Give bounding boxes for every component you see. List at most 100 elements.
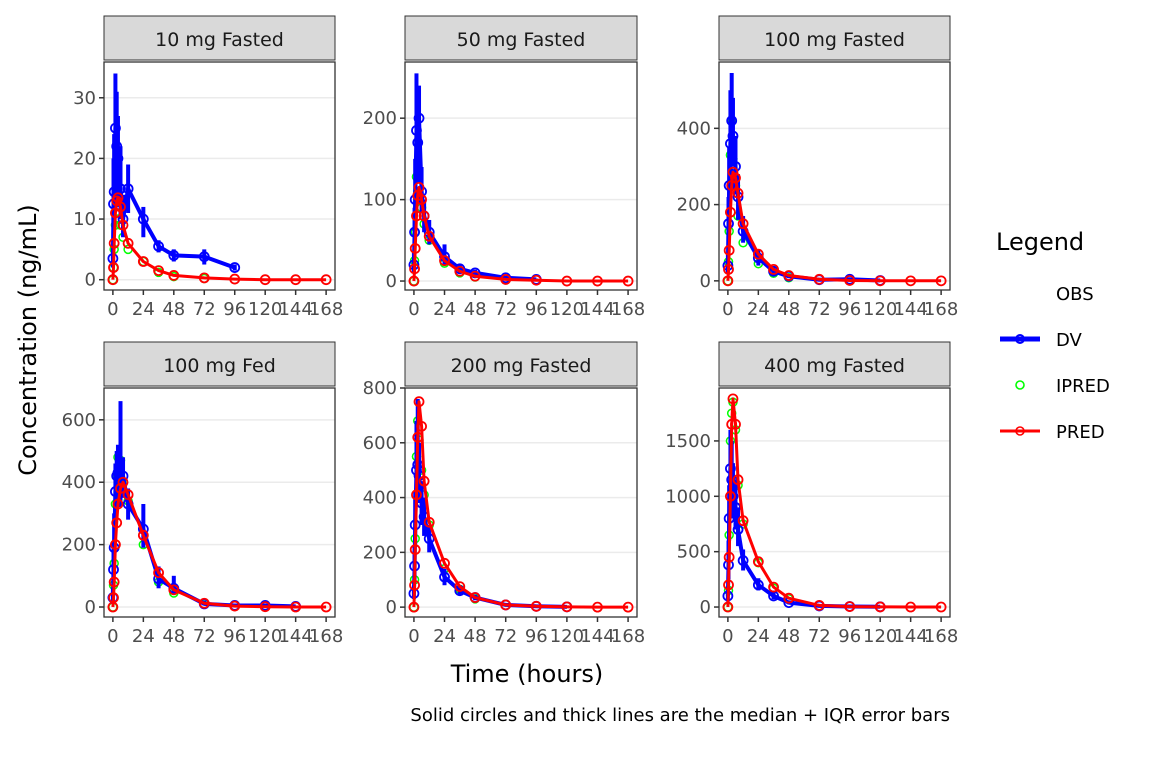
x-tick-label: 144 [893, 299, 927, 320]
pred-point [813, 599, 825, 611]
pred-point [722, 601, 734, 613]
data-layer [107, 401, 332, 613]
x-tick-label: 120 [550, 626, 584, 647]
x-tick-label: 144 [893, 626, 927, 647]
pred-point [229, 600, 241, 612]
pred-line [111, 480, 327, 609]
x-tick-label: 120 [863, 299, 897, 320]
panel-border [718, 61, 951, 291]
pred-point [454, 265, 466, 277]
y-tick-label: 400 [62, 472, 96, 493]
x-tick-label: 48 [162, 626, 185, 647]
strip-label: 50 mg Fasted [457, 29, 586, 51]
pred-point [732, 187, 744, 199]
pred-point [723, 579, 734, 591]
x-tick-label: 48 [777, 626, 800, 647]
pred-point [418, 210, 430, 222]
y-tick-label: 800 [363, 378, 397, 399]
pred-point [723, 244, 735, 256]
x-axis-title: Time (hours) [450, 660, 604, 688]
y-tick-label: 600 [62, 410, 96, 431]
x-tick-label: 96 [223, 299, 246, 320]
pred-point [723, 264, 734, 275]
dv-point [727, 130, 739, 142]
data-layer [408, 396, 634, 613]
y-tick-label: 600 [363, 433, 397, 454]
x-tick-label: 120 [550, 299, 584, 320]
pred-point [561, 275, 573, 287]
plot-background [104, 388, 335, 617]
pred-point [259, 274, 271, 286]
panel: 400 mg Fasted 0 500 1000 1500 0 24 48 72 96 120144… [665, 341, 958, 647]
strip [718, 341, 951, 387]
strip-label: 200 mg Fasted [451, 355, 592, 377]
dv-point [110, 122, 121, 134]
dv-point [153, 240, 164, 252]
pred-point [423, 516, 435, 528]
x-tick-label: 168 [611, 626, 645, 647]
pred-point [783, 592, 795, 604]
strip-label: 100 mg Fed [163, 355, 276, 377]
pred-point [412, 431, 424, 443]
x-tick-label: 144 [278, 299, 312, 320]
pred-point [107, 274, 119, 286]
panel-border [718, 387, 951, 618]
pred-point [111, 517, 123, 529]
dv-point [198, 251, 210, 263]
panel-border [404, 387, 638, 618]
y-tick-label: 200 [677, 195, 711, 216]
pred-point [935, 601, 947, 613]
pred-point [290, 601, 302, 613]
plot-background [405, 388, 637, 617]
pred-point [622, 601, 634, 613]
pred-point [112, 498, 124, 510]
strip-label: 10 mg Fasted [155, 29, 284, 51]
pred-point [411, 489, 422, 501]
pred-point [413, 396, 425, 408]
dv-point [122, 183, 134, 195]
pred-point [727, 166, 739, 178]
y-tick-label: 0 [85, 270, 96, 291]
pred-point [722, 275, 734, 287]
pred-point [725, 206, 736, 218]
x-tick-label: 96 [838, 626, 861, 647]
y-tick-label: 200 [62, 535, 96, 556]
x-tick-label: 96 [838, 299, 861, 320]
x-tick-label: 72 [494, 299, 517, 320]
pred-point [469, 270, 481, 282]
y-tick-label: 0 [700, 271, 711, 292]
pred-line [111, 196, 327, 282]
pred-line [726, 170, 942, 283]
x-tick-label: 24 [132, 299, 155, 320]
y-tick-label: 1000 [665, 486, 711, 507]
pred-point [110, 539, 121, 551]
x-tick-label: 72 [193, 626, 216, 647]
x-tick-label: 144 [278, 626, 312, 647]
y-tick-label: 500 [677, 542, 711, 563]
pred-point [454, 581, 466, 592]
y-tick-label: 100 [363, 190, 397, 211]
pred-point [723, 551, 735, 563]
x-tick-label: 0 [408, 299, 419, 320]
x-tick-label: 0 [408, 626, 419, 647]
pred-point [320, 601, 332, 613]
pred-point [844, 601, 856, 612]
x-tick-label: 24 [433, 626, 456, 647]
pred-point [409, 243, 421, 254]
y-tick-label: 400 [677, 118, 711, 139]
pred-point [413, 181, 425, 193]
pred-point [530, 274, 542, 286]
x-tick-label: 168 [611, 299, 645, 320]
pred-point [737, 515, 749, 527]
pred-line [726, 397, 942, 609]
dv-point [168, 250, 180, 261]
pred-point [727, 393, 739, 405]
y-tick-label: 0 [85, 597, 96, 618]
x-tick-label: 24 [747, 626, 770, 647]
panel: 200 mg Fasted 0 200 400 600 800 0 24 48 72 96 12014… [363, 341, 645, 647]
y-tick-label: 20 [73, 148, 96, 169]
dv-point [732, 524, 744, 535]
pred-point [469, 592, 481, 603]
